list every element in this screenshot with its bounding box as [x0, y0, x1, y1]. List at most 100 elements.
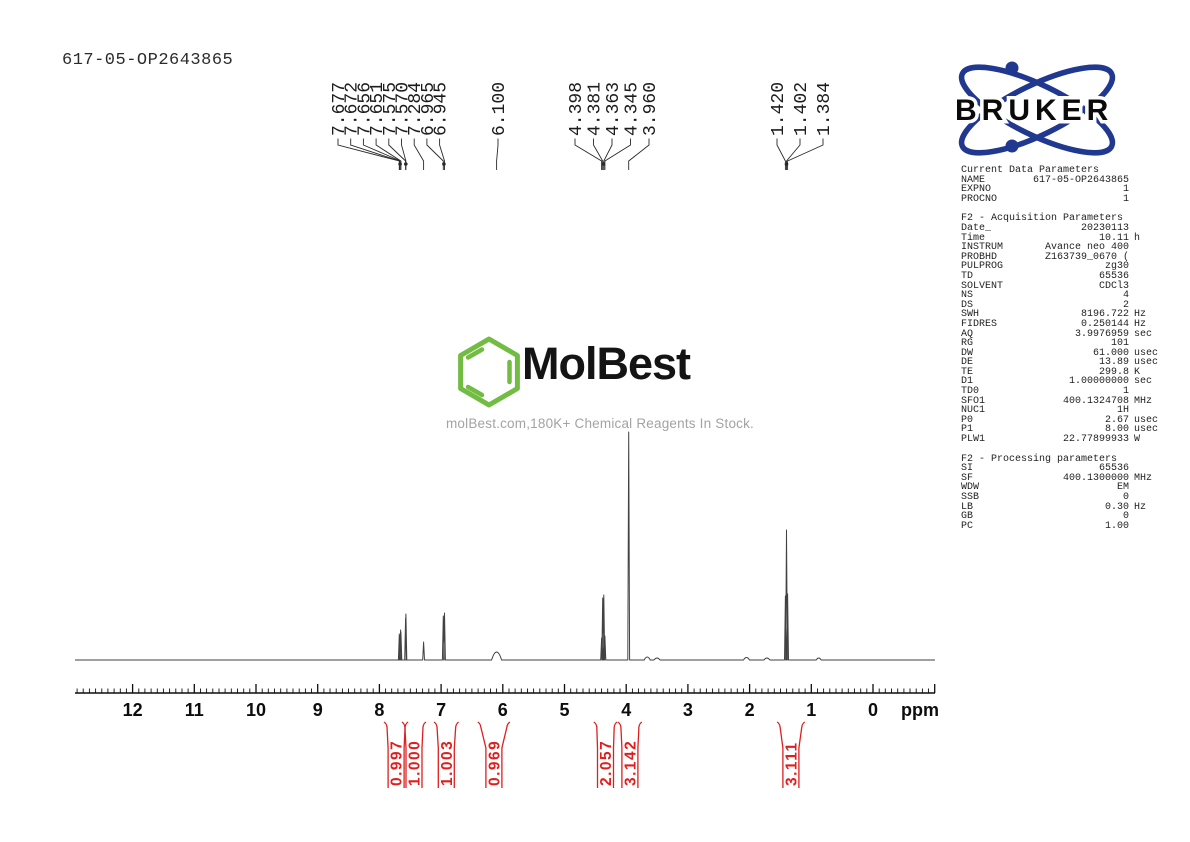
leader-convergence-dot [442, 162, 446, 166]
axis-tick-label: 4 [621, 700, 631, 720]
parameter-label: Time [961, 232, 986, 244]
parameter-section-title: F2 - Acquisition Parameters [961, 213, 1124, 225]
axis-tick-label: 7 [436, 700, 446, 720]
peak-label-leader [787, 138, 824, 170]
parameter-unit: Hz [1134, 309, 1147, 321]
hexagon-outline [458, 336, 520, 408]
axis-unit-label: ppm [901, 700, 939, 720]
parameter-row: DW 61.000 usec [961, 347, 1163, 359]
parameter-label: LB [961, 501, 974, 513]
parameter-row: PULPROG zg30 [961, 262, 1163, 272]
parameter-label: FIDRES [961, 318, 998, 330]
parameter-unit: Hz [1134, 318, 1147, 330]
parameter-label: RG [961, 338, 974, 350]
parameter-row: FIDRES 0.250144 Hz [961, 320, 1163, 330]
parameter-unit: usec [1134, 424, 1159, 436]
parameter-section-title: F2 - Processing parameters [961, 453, 1118, 465]
peak-label-leader [786, 138, 801, 170]
leader-convergence-dot [404, 162, 408, 166]
parameter-unit: sec [1134, 376, 1153, 388]
parameter-unit: Hz [1134, 501, 1147, 513]
leader-convergence-dot [601, 162, 606, 166]
peak-shift-label: 3.960 [641, 82, 661, 136]
parameter-value: Z163739_0670 ( [1044, 251, 1129, 263]
parameter-label: SOLVENT [961, 280, 1004, 292]
peak-shift-label: 7.656 [355, 82, 375, 136]
parameter-row: AQ 3.9976959 sec [961, 328, 1163, 340]
peak-shift-label: 4.345 [623, 82, 643, 136]
parameter-value: 8196.722 [1080, 309, 1129, 321]
peak-shift-label: 7.284 [406, 82, 426, 136]
parameter-value: 3.9976959 [1074, 328, 1129, 340]
parameter-unit: MHz [1134, 395, 1153, 407]
parameter-label: SF [961, 472, 974, 484]
axis-tick-label: 6 [498, 700, 508, 720]
parameter-row: P0 2.67 usec [961, 416, 1163, 426]
axis-tick-label: 3 [683, 700, 693, 720]
parameter-unit [1129, 262, 1163, 272]
parameter-value: 65536 [1098, 463, 1129, 475]
parameter-label: DW [961, 347, 974, 359]
axis-tick-label: 11 [185, 700, 204, 720]
molbest-watermark: MolBest molBest.com,180K+ Chemical Reage… [440, 330, 760, 436]
parameter-label: PLW1 [961, 434, 986, 446]
parameter-unit [1129, 253, 1163, 263]
peak-label-leader [574, 138, 603, 170]
parameter-label: PC [961, 520, 974, 532]
parameter-label: SFO1 [961, 395, 986, 407]
parameter-unit [1129, 176, 1163, 186]
peak-label-leader [362, 138, 402, 170]
bruker-orbit [958, 64, 1116, 156]
molbest-brand-text: MolBest [522, 338, 691, 389]
parameter-row: PLW1 22.77899933 W [961, 435, 1163, 445]
integral-value: 3.111 [783, 741, 800, 786]
parameter-label: P1 [961, 424, 974, 436]
parameters-panel: Current Data Parameters NAME 617-05-OP2643… [961, 166, 1163, 541]
parameter-label: TD0 [961, 386, 980, 398]
peak-label-leader [496, 138, 499, 170]
parameter-label: P0 [961, 414, 974, 426]
parameter-row: DE 13.89 usec [961, 358, 1163, 368]
parameter-value: zg30 [1104, 261, 1129, 273]
parameter-value: 1 [1122, 193, 1129, 205]
parameter-value: 0.30 [1104, 501, 1129, 513]
parameter-row: SWH 8196.722 Hz [961, 310, 1163, 320]
parameter-label: DS [961, 299, 974, 311]
parameter-unit [1129, 282, 1163, 292]
peak-label-leader [413, 138, 425, 170]
leader-convergence-dot [398, 162, 402, 166]
parameter-value: 617-05-OP2643865 [1032, 174, 1129, 186]
peak-shift-label: 1.384 [815, 82, 835, 136]
parameter-unit: sec [1134, 328, 1153, 340]
parameter-value: 400.1324708 [1062, 395, 1129, 407]
parameter-row: Time 10.11 h [961, 232, 1163, 244]
peak-shift-label: 4.398 [567, 82, 587, 136]
parameter-value: 65536 [1098, 270, 1129, 282]
parameter-value: 61.000 [1092, 347, 1129, 359]
peak-shift-label: 7.651 [368, 82, 388, 136]
parameter-label: NAME [961, 174, 986, 186]
parameter-value: 1.00000000 [1068, 376, 1129, 388]
axis-tick-label: 2 [745, 700, 755, 720]
leader-convergence-dot [784, 162, 789, 166]
parameter-value: 2.67 [1104, 414, 1129, 426]
parameter-value: 400.1300000 [1062, 472, 1129, 484]
parameter-value: 1.00 [1104, 520, 1129, 532]
parameter-unit: usec [1134, 347, 1159, 359]
integral-bracket-left [617, 721, 623, 788]
parameter-value: EM [1116, 482, 1129, 494]
parameter-label: DE [961, 357, 974, 369]
peak-shift-label: 7.575 [381, 82, 401, 136]
integral-bracket-left [383, 721, 389, 788]
axis-tick-label: 12 [123, 700, 143, 720]
parameter-label: PROBHD [961, 251, 998, 263]
parameter-unit [1129, 291, 1163, 301]
integral-value: 1.000 [407, 740, 424, 786]
integral-bracket-right [421, 721, 427, 788]
integral-bracket-right [798, 721, 806, 788]
bruker-orbit-dot [1005, 61, 1019, 75]
integral-value: 0.969 [486, 740, 503, 786]
parameter-row: GB 0 [961, 512, 1163, 522]
parameter-label: INSTRUM [961, 242, 1004, 254]
parameter-row: PROBHD Z163739_0670 ( [961, 251, 1163, 263]
